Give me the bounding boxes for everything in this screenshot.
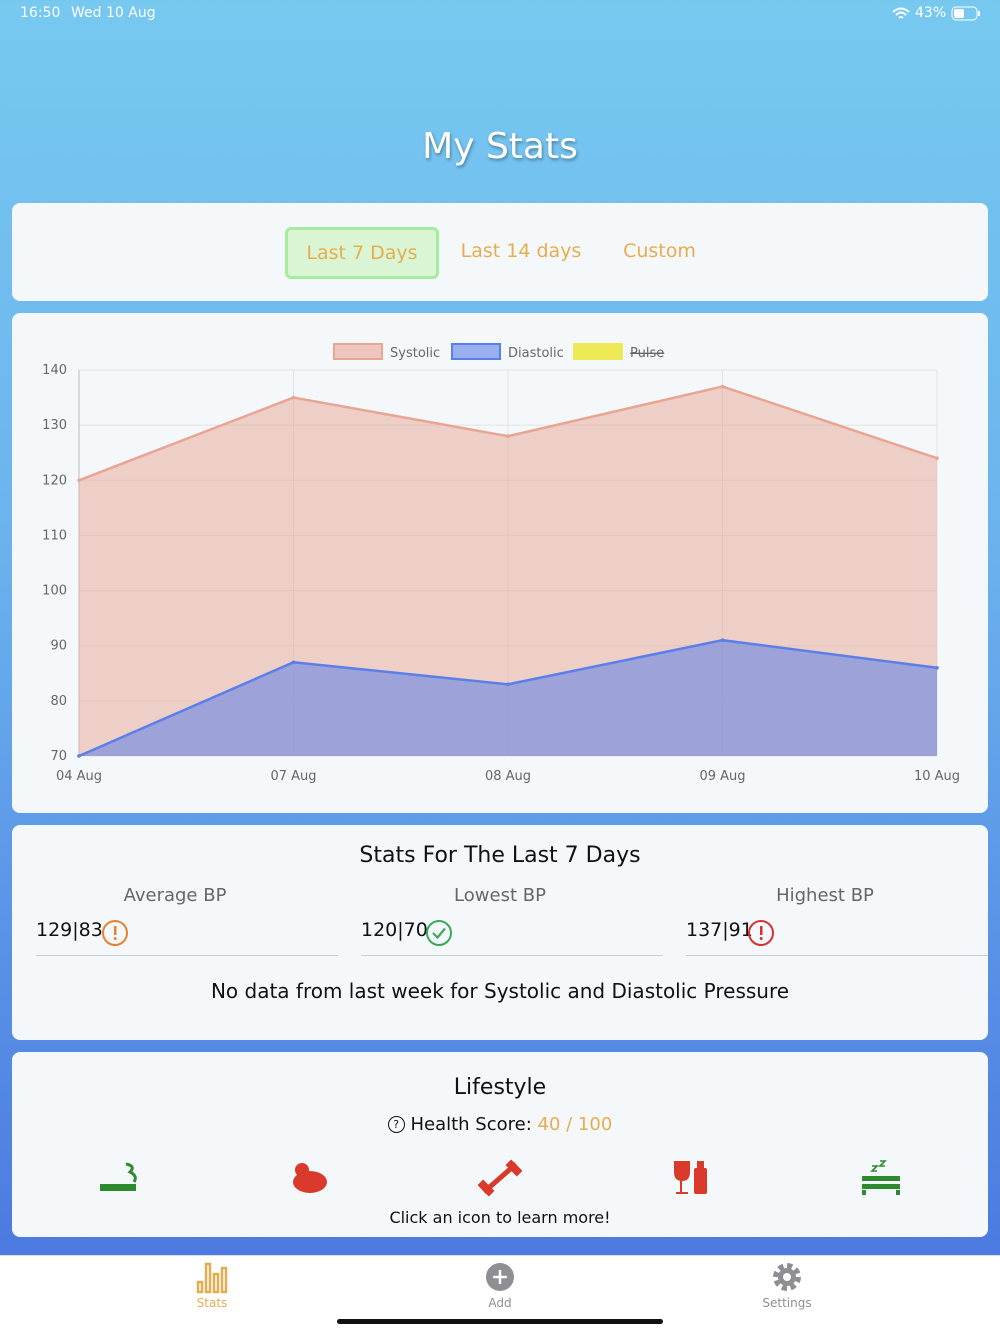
stat-value: 129|83 <box>36 919 103 941</box>
y-tick-label: 120 <box>42 473 67 488</box>
point <box>291 395 296 400</box>
nav-label[interactable]: Add <box>488 1296 512 1310</box>
status-date: Wed 10 Aug <box>71 5 156 21</box>
point <box>720 638 725 642</box>
nav-label[interactable]: Stats <box>196 1296 228 1310</box>
add-nav-icon[interactable] <box>485 1262 515 1292</box>
ok-icon <box>426 920 452 946</box>
stat-label: Lowest BP <box>454 885 546 906</box>
stat-value: 137|91 <box>686 919 753 941</box>
legend-swatch <box>451 343 501 360</box>
lifestyle-title: Lifestyle <box>453 1075 547 1100</box>
score-label: Health Score: <box>410 1114 532 1135</box>
tab[interactable]: Last 14 days <box>460 240 582 262</box>
stat-label: Average BP <box>123 885 227 906</box>
status-battery: 43% <box>915 5 947 21</box>
point <box>291 660 296 665</box>
alcohol-icon[interactable] <box>672 1160 712 1196</box>
lifestyle-hint: Click an icon to learn more! <box>389 1208 611 1227</box>
page-title: My Stats <box>422 126 578 167</box>
health-score: ? Health Score: 40 / 100 <box>12 1114 988 1135</box>
lifestyle-card: Lifestyle ? Health Score: 40 / 100 Click… <box>12 1052 988 1237</box>
point <box>935 456 939 461</box>
legend-swatch <box>573 343 623 360</box>
legend-label: Diastolic <box>508 346 564 361</box>
divider <box>36 955 338 956</box>
y-tick-label: 140 <box>42 363 67 378</box>
y-tick-label: 90 <box>50 639 67 654</box>
smoking-icon[interactable] <box>98 1160 142 1196</box>
tab[interactable]: Last 7 Days <box>285 227 439 279</box>
stats-nav-icon[interactable] <box>196 1260 228 1294</box>
help-icon[interactable]: ? <box>387 1116 405 1133</box>
chart-card: 70 80 90 100 110 120 130 140 04 Aug 07 Aug 08 Aug 0… <box>12 313 988 813</box>
point <box>77 754 81 758</box>
x-tick-label: 09 Aug <box>699 769 745 784</box>
y-tick-label: 70 <box>50 749 67 764</box>
stats-title: Stats For The Last 7 Days <box>359 843 641 868</box>
home-indicator <box>337 1319 663 1324</box>
y-tick-label: 80 <box>50 694 67 709</box>
battery-icon <box>951 6 980 21</box>
x-tick-label: 08 Aug <box>485 769 531 784</box>
divider <box>686 955 988 956</box>
tab-bar: Stats Add Settings <box>0 1255 1000 1335</box>
warning-icon <box>102 920 128 946</box>
y-tick-label: 130 <box>42 418 67 433</box>
y-tick-label: 110 <box>42 528 67 543</box>
exercise-icon[interactable] <box>478 1158 522 1198</box>
point <box>935 665 939 670</box>
x-tick-label: 04 Aug <box>56 769 102 784</box>
sleep-icon[interactable] <box>860 1158 902 1196</box>
score-value: 40 / 100 <box>537 1114 613 1135</box>
range-tabs: Last 7 Days Last 14 days Custom <box>12 203 988 301</box>
stat-label: Highest BP <box>776 885 874 906</box>
status-time: 16:50 <box>20 5 61 21</box>
tab[interactable]: Custom <box>623 240 696 262</box>
x-tick-label: 07 Aug <box>270 769 316 784</box>
chart: 70 80 90 100 110 120 130 140 04 Aug 07 Aug 08 Aug 0… <box>42 343 960 784</box>
point <box>506 434 510 438</box>
point <box>506 682 510 687</box>
area-fill <box>79 640 937 756</box>
legend-swatch <box>333 343 383 360</box>
stats-note: No data from last week for Systolic and … <box>210 979 790 1003</box>
y-tick-label: 100 <box>42 584 67 599</box>
x-tick-label: 10 Aug <box>914 769 960 784</box>
diet-icon[interactable] <box>290 1160 330 1196</box>
wifi-icon <box>892 7 910 19</box>
point <box>720 384 725 389</box>
danger-icon <box>748 920 774 946</box>
divider <box>361 955 663 956</box>
stats-card: Stats For The Last 7 Days Average BP Low… <box>12 825 988 1040</box>
nav-label[interactable]: Settings <box>762 1296 812 1310</box>
legend-label: Pulse <box>630 346 664 361</box>
legend-label: Systolic <box>390 346 440 361</box>
point <box>77 478 81 483</box>
stat-value: 120|70 <box>361 919 428 941</box>
settings-nav-icon[interactable] <box>771 1261 803 1293</box>
